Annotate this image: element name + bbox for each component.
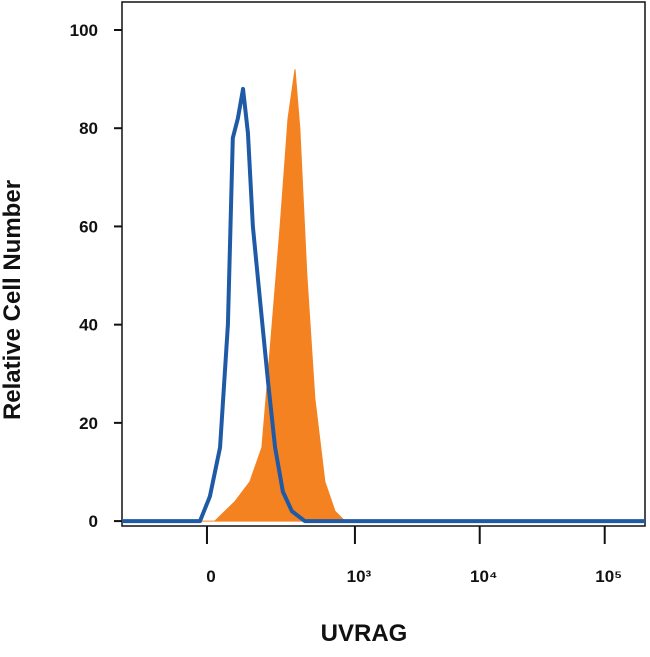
x-tick-label: 10⁴ [470, 567, 497, 586]
y-tick-label: 0 [89, 512, 98, 531]
y-tick-label: 80 [79, 119, 98, 138]
y-tick-label: 40 [79, 316, 98, 335]
plot-frame [121, 1, 646, 527]
x-tick-label: 0 [206, 567, 215, 586]
filled-histogram [122, 69, 645, 522]
outline-histogram [122, 86, 645, 524]
x-axis-title: UVRAG [321, 620, 408, 647]
x-tick-label: 10⁵ [595, 567, 622, 586]
x-tick-label: 10³ [347, 567, 372, 586]
y-tick-label: 100 [70, 21, 98, 40]
y-axis-title: Relative Cell Number [0, 180, 26, 420]
y-tick-label: 60 [79, 217, 98, 236]
y-tick-label: 20 [79, 414, 98, 433]
